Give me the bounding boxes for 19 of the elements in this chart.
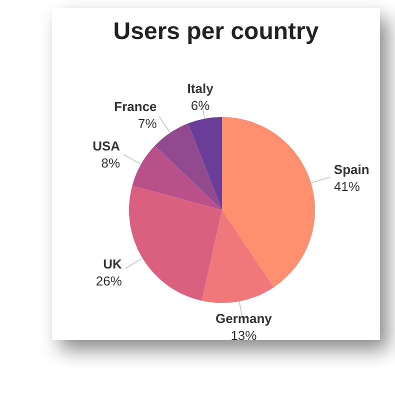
data-label: 26% (96, 274, 122, 289)
slice-label: USA (92, 138, 121, 154)
pie-slice (132, 146, 222, 210)
slice-label: France (114, 98, 157, 114)
data-label: 7% (138, 116, 158, 131)
pie-slice (129, 186, 222, 301)
data-label: 6% (190, 98, 210, 114)
data-label: 41% (334, 178, 360, 194)
pie-slice (154, 123, 222, 210)
slice-label: Italy (187, 81, 214, 96)
pie-slice (202, 210, 274, 303)
slice-label: Germany (216, 310, 273, 326)
slice-label: Spain (334, 162, 370, 177)
slice-label: UK (103, 256, 123, 272)
chart-title: Users per country (112, 17, 320, 47)
pie-slice (222, 117, 315, 288)
data-label: 13% (230, 328, 258, 343)
pie-slice (188, 117, 222, 210)
data-label: 8% (101, 156, 121, 171)
